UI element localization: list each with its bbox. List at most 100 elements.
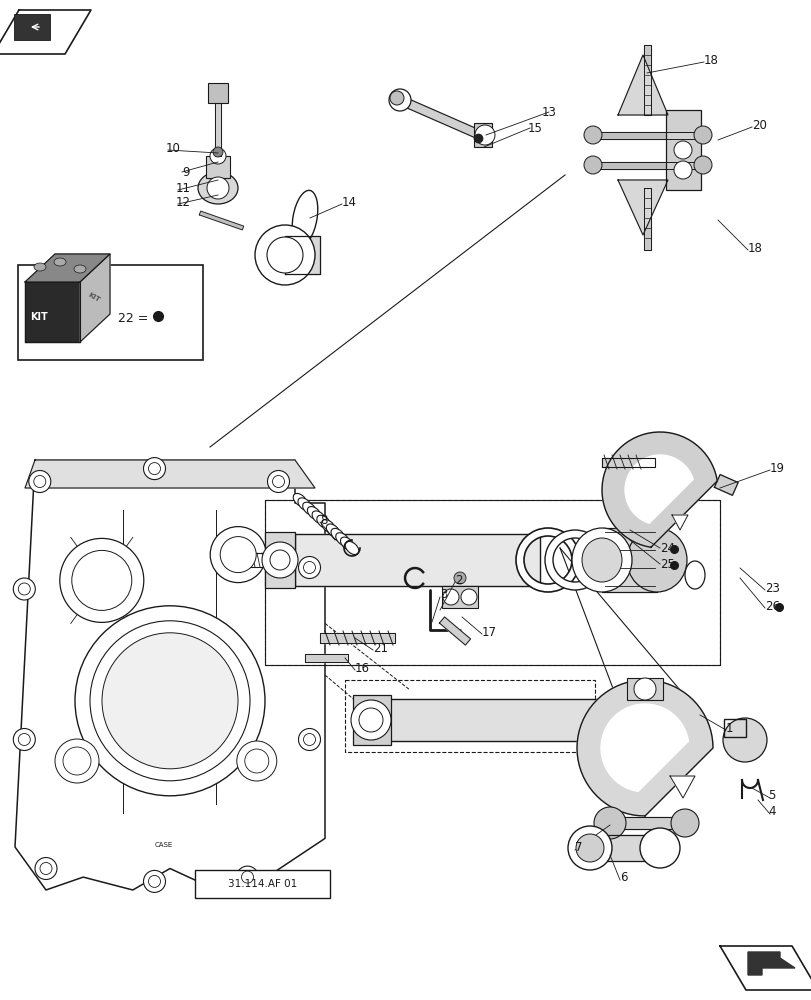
- Ellipse shape: [74, 265, 86, 273]
- Polygon shape: [600, 704, 688, 791]
- Ellipse shape: [40, 862, 52, 874]
- Text: 11: 11: [176, 182, 191, 195]
- Ellipse shape: [212, 147, 223, 157]
- Text: 2: 2: [454, 574, 462, 586]
- Text: 19: 19: [769, 462, 784, 475]
- Ellipse shape: [316, 515, 330, 528]
- Ellipse shape: [673, 161, 691, 179]
- Text: 5: 5: [767, 789, 775, 802]
- Ellipse shape: [298, 556, 320, 578]
- Polygon shape: [80, 254, 109, 342]
- Polygon shape: [199, 211, 243, 230]
- Ellipse shape: [670, 809, 698, 837]
- Ellipse shape: [13, 728, 35, 750]
- Ellipse shape: [19, 583, 30, 595]
- Ellipse shape: [54, 258, 66, 266]
- Bar: [195, 870, 329, 898]
- Text: 31.114.AF 01: 31.114.AF 01: [228, 879, 298, 889]
- Text: 20: 20: [751, 119, 766, 132]
- Ellipse shape: [303, 562, 315, 574]
- Ellipse shape: [693, 156, 711, 174]
- Polygon shape: [15, 460, 324, 890]
- Text: 13: 13: [541, 106, 556, 119]
- Ellipse shape: [626, 528, 686, 592]
- Text: 10: 10: [165, 142, 181, 155]
- Ellipse shape: [71, 550, 131, 610]
- Ellipse shape: [34, 476, 45, 488]
- Bar: [723, 719, 745, 737]
- Ellipse shape: [220, 537, 256, 573]
- Ellipse shape: [331, 528, 344, 541]
- Ellipse shape: [303, 734, 315, 746]
- Ellipse shape: [55, 739, 99, 783]
- Text: 15: 15: [527, 122, 543, 135]
- Ellipse shape: [241, 871, 253, 883]
- Bar: [18, 265, 203, 360]
- Polygon shape: [592, 132, 702, 139]
- Ellipse shape: [60, 538, 144, 622]
- Polygon shape: [617, 55, 667, 115]
- Ellipse shape: [345, 541, 358, 555]
- Ellipse shape: [474, 125, 495, 145]
- Text: 22 =: 22 =: [118, 312, 148, 324]
- Polygon shape: [747, 952, 794, 975]
- Ellipse shape: [303, 502, 315, 515]
- Ellipse shape: [210, 148, 225, 164]
- Ellipse shape: [583, 126, 601, 144]
- Polygon shape: [644, 45, 650, 115]
- Ellipse shape: [144, 870, 165, 892]
- Ellipse shape: [673, 141, 691, 159]
- Ellipse shape: [270, 550, 290, 570]
- Ellipse shape: [75, 606, 264, 796]
- Ellipse shape: [340, 537, 354, 550]
- Ellipse shape: [358, 708, 383, 732]
- Ellipse shape: [326, 524, 340, 537]
- Polygon shape: [617, 180, 667, 235]
- Ellipse shape: [28, 471, 51, 492]
- Polygon shape: [624, 455, 693, 523]
- Text: 26: 26: [764, 599, 779, 612]
- Text: 7: 7: [574, 841, 581, 854]
- Ellipse shape: [35, 857, 57, 879]
- Ellipse shape: [388, 89, 410, 111]
- Text: 14: 14: [341, 196, 357, 209]
- Text: 12: 12: [176, 196, 191, 209]
- Text: CASE: CASE: [154, 842, 173, 848]
- Polygon shape: [601, 458, 654, 466]
- Polygon shape: [305, 654, 348, 662]
- Ellipse shape: [633, 678, 655, 700]
- Bar: [264, 532, 294, 588]
- Polygon shape: [285, 236, 320, 274]
- Ellipse shape: [453, 572, 466, 584]
- Polygon shape: [577, 680, 712, 816]
- Text: 17: 17: [482, 626, 496, 639]
- Ellipse shape: [148, 875, 161, 887]
- Polygon shape: [25, 254, 109, 282]
- Ellipse shape: [272, 476, 284, 488]
- Bar: [601, 528, 656, 592]
- Bar: [14, 14, 50, 40]
- Ellipse shape: [267, 471, 290, 492]
- Bar: [626, 678, 663, 700]
- Ellipse shape: [575, 834, 603, 862]
- Polygon shape: [397, 96, 481, 139]
- Bar: [264, 500, 719, 665]
- Ellipse shape: [568, 826, 611, 870]
- Ellipse shape: [244, 749, 268, 773]
- Text: 6: 6: [620, 871, 627, 884]
- Polygon shape: [25, 282, 80, 342]
- Ellipse shape: [144, 458, 165, 480]
- Ellipse shape: [722, 718, 766, 762]
- Polygon shape: [592, 162, 702, 169]
- Bar: [474, 123, 491, 147]
- Polygon shape: [388, 699, 609, 741]
- Text: 8: 8: [320, 514, 327, 526]
- Ellipse shape: [461, 589, 476, 605]
- Ellipse shape: [639, 828, 679, 868]
- Polygon shape: [719, 946, 811, 990]
- Ellipse shape: [210, 527, 266, 583]
- Ellipse shape: [583, 156, 601, 174]
- Ellipse shape: [293, 493, 307, 507]
- Ellipse shape: [307, 507, 320, 520]
- Text: 9: 9: [182, 166, 189, 179]
